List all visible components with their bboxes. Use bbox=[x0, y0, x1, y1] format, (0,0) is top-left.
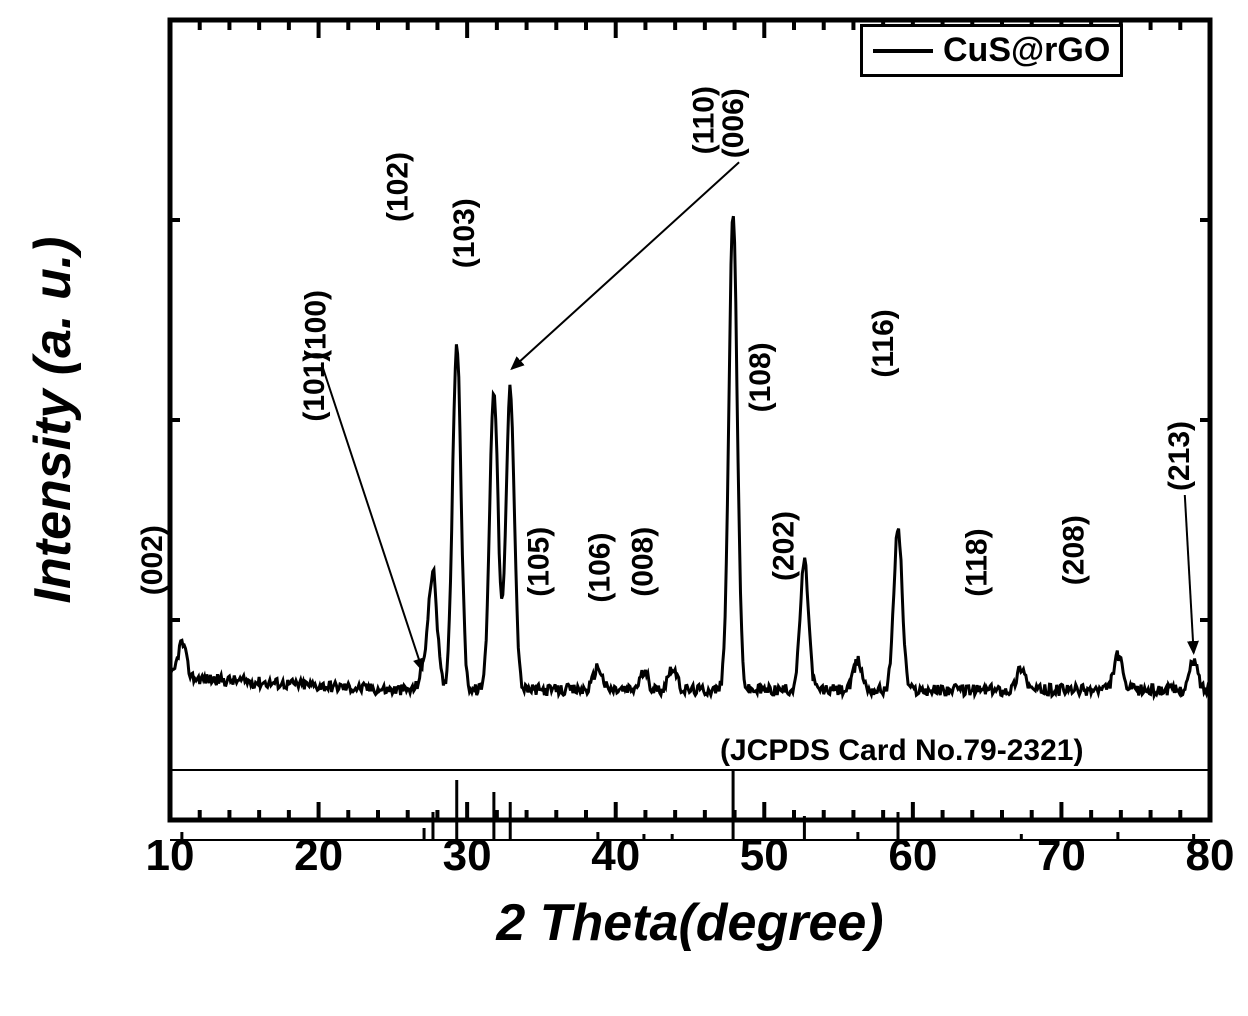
svg-text:(101): (101) bbox=[298, 352, 331, 422]
svg-text:(100): (100) bbox=[300, 290, 333, 360]
svg-text:(105): (105) bbox=[522, 527, 555, 597]
svg-text:(202): (202) bbox=[768, 511, 801, 581]
svg-text:(110): (110) bbox=[687, 86, 720, 154]
svg-text:(006): (006) bbox=[717, 88, 750, 158]
svg-text:(213): (213) bbox=[1163, 421, 1196, 491]
svg-text:(008): (008) bbox=[626, 527, 659, 597]
svg-text:(208): (208) bbox=[1057, 515, 1090, 585]
xrd-chart: 10203040506070802 Theta(degree)Intensity… bbox=[0, 0, 1248, 1016]
svg-text:10: 10 bbox=[146, 831, 195, 880]
svg-text:(116): (116) bbox=[867, 309, 900, 377]
svg-text:(002): (002) bbox=[136, 525, 169, 595]
svg-text:Intensity (a. u.): Intensity (a. u.) bbox=[24, 237, 82, 604]
legend-line-icon bbox=[873, 49, 933, 53]
svg-text:50: 50 bbox=[740, 831, 789, 880]
svg-text:20: 20 bbox=[294, 831, 343, 880]
svg-text:(102): (102) bbox=[381, 152, 414, 222]
svg-text:(103): (103) bbox=[448, 198, 481, 268]
legend: CuS@rGO bbox=[860, 24, 1123, 77]
svg-text:2 Theta(degree): 2 Theta(degree) bbox=[495, 894, 883, 952]
legend-text: CuS@rGO bbox=[943, 31, 1110, 70]
chart-svg: 10203040506070802 Theta(degree)Intensity… bbox=[0, 0, 1248, 1016]
svg-text:70: 70 bbox=[1037, 831, 1086, 880]
svg-text:(106): (106) bbox=[583, 533, 616, 603]
svg-text:60: 60 bbox=[888, 831, 937, 880]
svg-text:30: 30 bbox=[443, 831, 492, 880]
svg-text:(118): (118) bbox=[961, 528, 994, 596]
svg-text:(108): (108) bbox=[744, 342, 777, 412]
svg-text:(JCPDS Card No.79-2321): (JCPDS Card No.79-2321) bbox=[720, 734, 1083, 767]
